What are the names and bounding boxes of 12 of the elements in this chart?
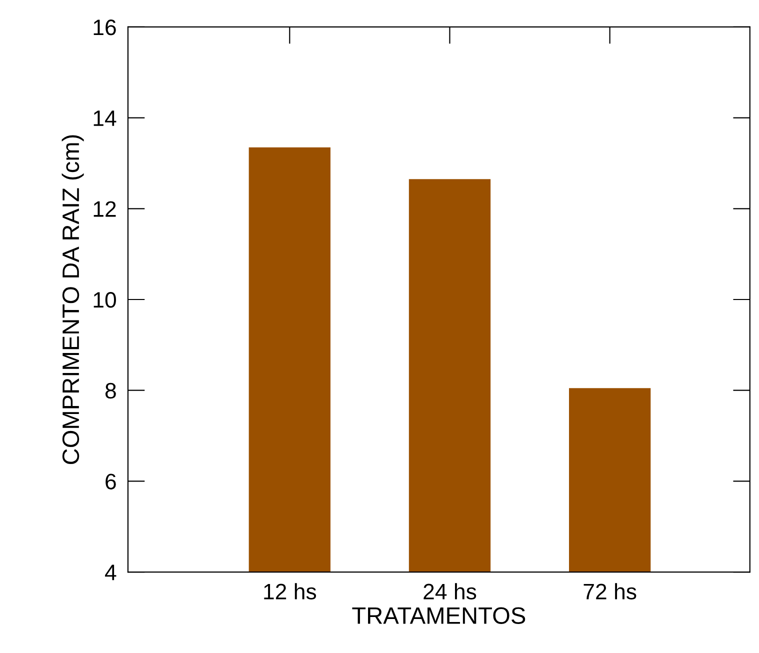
y-tick-label: 6	[106, 474, 116, 490]
y-axis-title: COMPRIMENTO DA RAIZ (cm)	[62, 135, 84, 464]
y-tick-label: 12	[94, 201, 116, 217]
y-tick-label: 10	[94, 292, 116, 308]
x-tick-label: 72 hs	[584, 583, 636, 600]
y-tick-label: 4	[105, 564, 116, 580]
x-tick-label: 24 hs	[424, 583, 476, 600]
y-tick-label: 14	[94, 110, 116, 126]
y-tick-label: 8	[105, 382, 116, 399]
x-tick-label: 12 hs	[264, 583, 316, 600]
x-axis-title: TRATAMENTOS	[352, 607, 526, 624]
y-tick-label: 16	[94, 20, 116, 36]
